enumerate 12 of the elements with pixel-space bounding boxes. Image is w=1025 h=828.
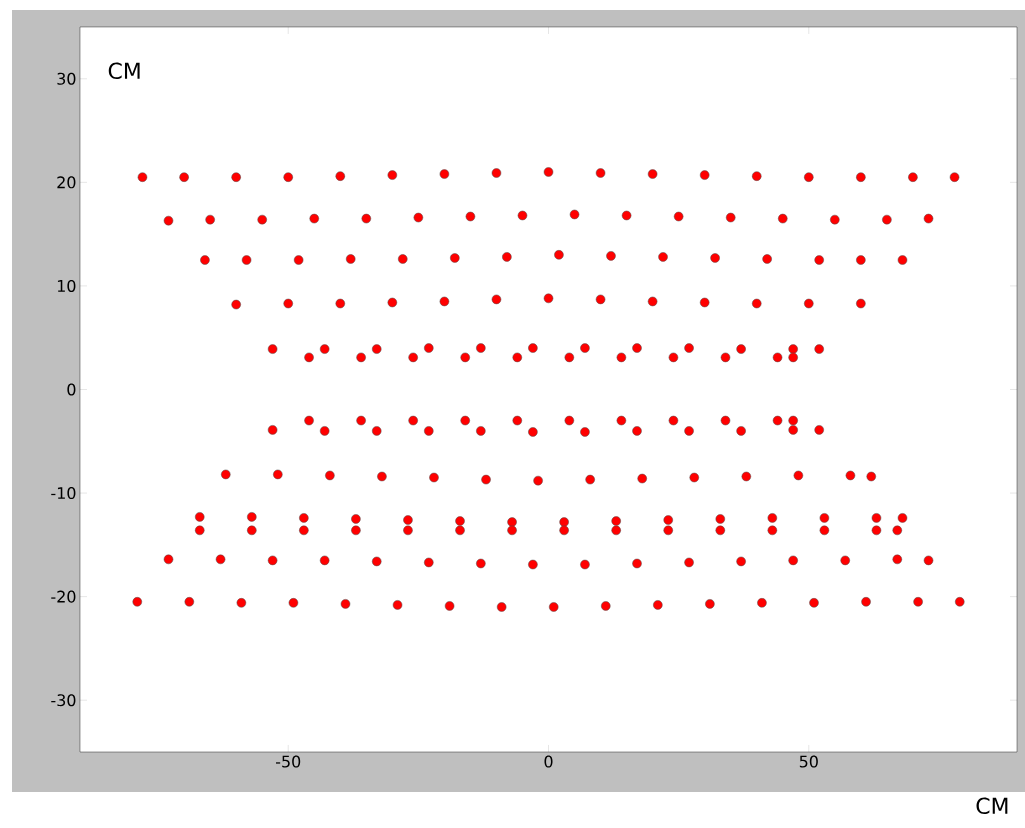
x-tick-label: 50	[799, 755, 818, 768]
x-axis-title: CM	[976, 797, 1008, 815]
y-tick-label: -20	[51, 590, 76, 603]
x-tick-label: 0	[544, 755, 553, 768]
y-tick-label: 20	[57, 176, 76, 189]
y-tick-label: -30	[51, 694, 76, 707]
x-tick-label: -50	[275, 755, 301, 768]
y-tick-label: 10	[57, 279, 76, 292]
y-tick-label: -10	[51, 487, 76, 500]
y-tick-label: 0	[67, 383, 76, 396]
y-tick-label: 30	[57, 72, 76, 85]
y-axis-title: CM	[108, 62, 140, 80]
